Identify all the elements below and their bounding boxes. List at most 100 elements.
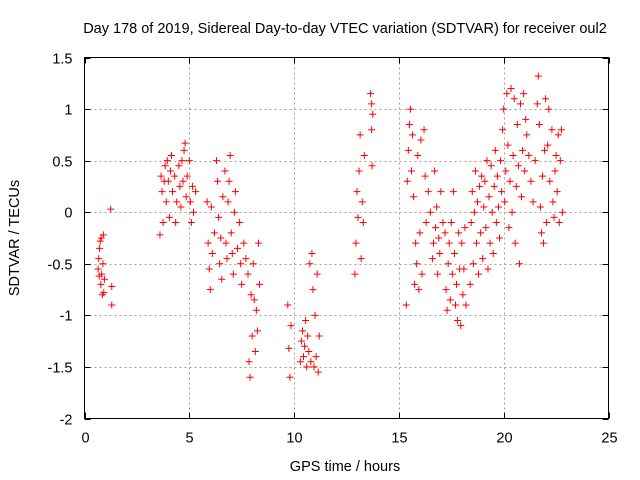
data-point [536, 203, 544, 211]
data-point [247, 291, 255, 299]
data-point [470, 208, 478, 216]
x-tick-label: 10 [286, 431, 302, 447]
data-point [313, 270, 321, 278]
data-point [412, 239, 420, 247]
data-point [100, 275, 108, 283]
data-point [451, 301, 459, 309]
data-point [507, 84, 515, 92]
data-point [166, 167, 174, 175]
data-point [458, 239, 466, 247]
data-point [226, 151, 234, 159]
data-point [437, 188, 445, 196]
data-point [352, 239, 360, 247]
data-point [511, 239, 519, 247]
data-point [182, 193, 190, 201]
data-point [527, 177, 535, 185]
data-point [445, 239, 453, 247]
data-point [98, 270, 106, 278]
data-point [421, 172, 429, 180]
data-point [173, 198, 181, 206]
data-point [312, 353, 320, 361]
data-point [249, 260, 257, 268]
data-point [497, 157, 505, 165]
data-point [215, 213, 223, 221]
data-point [179, 177, 187, 185]
data-point [228, 249, 236, 257]
data-point [315, 332, 323, 340]
data-point [284, 301, 292, 309]
data-point [177, 203, 185, 211]
data-point [314, 368, 322, 376]
data-point [429, 239, 437, 247]
data-point [413, 260, 421, 268]
data-point [192, 188, 200, 196]
data-point [188, 182, 196, 190]
x-tick-label: 0 [81, 431, 89, 447]
data-point [402, 301, 410, 309]
data-point [475, 270, 483, 278]
ticks-layer [84, 57, 610, 420]
data-point [298, 327, 306, 335]
data-point [219, 193, 227, 201]
data-point [240, 239, 248, 247]
data-point [508, 208, 516, 216]
data-point [448, 270, 456, 278]
data-point [432, 224, 440, 232]
data-point [407, 167, 415, 175]
data-point [231, 188, 239, 196]
data-point [210, 229, 218, 237]
data-point [450, 249, 458, 257]
data-point [354, 213, 362, 221]
data-point [100, 289, 108, 297]
data-point [181, 139, 189, 147]
data-point [453, 280, 461, 288]
data-point [558, 208, 566, 216]
chart-title: Day 178 of 2019, Sidereal Day-to-day VTE… [83, 21, 607, 37]
data-point [424, 188, 432, 196]
data-point [520, 90, 528, 98]
data-point [542, 95, 550, 103]
data-point [535, 121, 543, 129]
data-point [460, 265, 468, 273]
data-point [491, 146, 499, 154]
data-point [476, 182, 484, 190]
data-point [163, 157, 171, 165]
data-point [454, 317, 462, 325]
data-point [525, 151, 533, 159]
data-point [479, 255, 487, 263]
data-point [303, 363, 311, 371]
data-point [490, 182, 498, 190]
data-point [483, 157, 491, 165]
data-point [224, 198, 232, 206]
data-point [439, 219, 447, 227]
data-point [529, 198, 537, 206]
data-point [306, 260, 314, 268]
x-tick-label: 20 [496, 431, 512, 447]
data-point [297, 337, 305, 345]
data-point [516, 100, 524, 108]
data-point [555, 219, 563, 227]
data-point [459, 291, 467, 299]
data-point [531, 157, 539, 165]
data-point [552, 151, 560, 159]
data-point [503, 90, 511, 98]
data-point [223, 255, 231, 263]
data-point [548, 126, 556, 134]
data-point [287, 322, 295, 330]
data-point [206, 286, 214, 294]
data-point [500, 105, 508, 113]
data-point [358, 198, 366, 206]
y-tick-label: 0.5 [52, 155, 72, 171]
data-point [180, 146, 188, 154]
data-point [369, 110, 377, 118]
data-point [368, 162, 376, 170]
data-point [221, 167, 229, 175]
data-point [204, 239, 212, 247]
data-point [236, 219, 244, 227]
data-point [509, 151, 517, 159]
y-tick-label: -0.5 [48, 258, 73, 274]
y-tick-label: -1.5 [48, 361, 73, 377]
y-axis-label: SDTVAR / TECUs [7, 180, 23, 296]
grid-layer [84, 57, 609, 419]
data-point [546, 177, 554, 185]
